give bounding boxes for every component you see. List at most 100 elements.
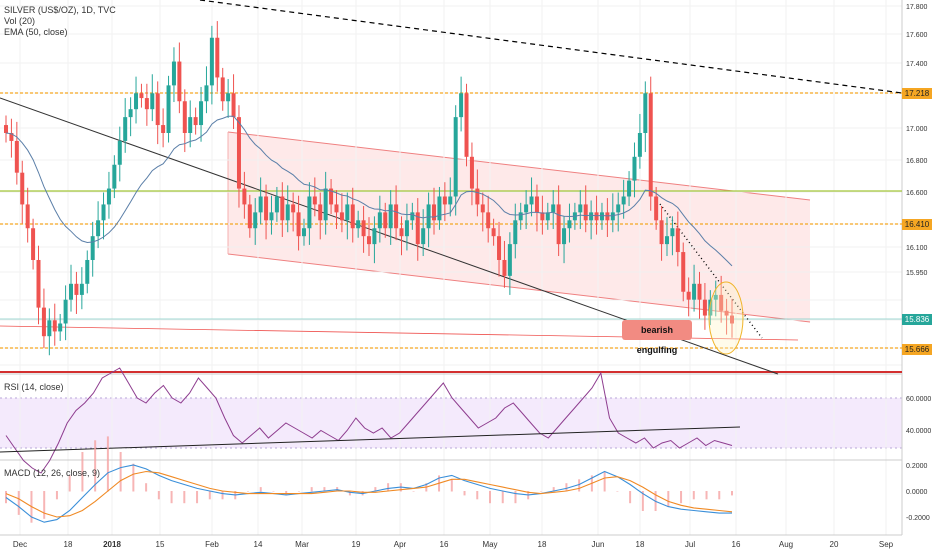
- candle-body-6: [36, 259, 41, 308]
- candle-body-113: [616, 204, 621, 213]
- candle-body-66: [361, 220, 366, 237]
- macd-hist-bar-55: [705, 491, 708, 500]
- bearish-engulfing-callout: bearish engulfing: [622, 320, 692, 355]
- time-tick-label: 18: [636, 540, 645, 549]
- candle-body-5: [31, 228, 36, 260]
- candle-body-101: [551, 204, 556, 213]
- price-label-15836: 15.836: [902, 314, 932, 325]
- candle-body-20: [112, 164, 117, 189]
- time-tick-label: May: [482, 540, 497, 549]
- candle-body-45: [247, 204, 252, 229]
- candle-body-12: [69, 283, 74, 300]
- macd-hist-bar-27: [348, 491, 351, 496]
- candle-body-117: [637, 132, 642, 157]
- macd-hist-bar-56: [718, 491, 721, 500]
- candle-body-10: [58, 323, 63, 332]
- candle-body-48: [264, 196, 269, 221]
- candle-body-85: [464, 93, 469, 157]
- macd-hist-bar-8: [106, 436, 109, 492]
- highlight-ellipse: [708, 281, 744, 355]
- macd-hist-bar-25: [323, 487, 326, 492]
- macd-hist-bar-42: [539, 491, 542, 492]
- candle-body-125: [681, 252, 686, 292]
- candle-body-99: [540, 212, 545, 221]
- candle-body-57: [312, 196, 317, 205]
- rsi-band: [0, 398, 902, 448]
- macd-hist-bar-23: [297, 491, 300, 492]
- macd-hist-bar-53: [680, 491, 683, 504]
- macd-hist-bar-10: [132, 463, 135, 492]
- time-tick-label: 15: [156, 540, 165, 549]
- time-tick-label: Feb: [205, 540, 219, 549]
- price-tick-label: 17.400: [906, 61, 928, 68]
- ema-indicator-label: EMA (50, close): [4, 27, 68, 37]
- candle-body-133: [724, 310, 729, 316]
- channel-bottom-line: [227, 253, 811, 323]
- price-label-17218: 17.218: [902, 88, 932, 99]
- candle-body-87: [475, 188, 480, 205]
- candle-body-14: [79, 283, 84, 295]
- candle-body-119: [648, 93, 653, 197]
- candle-body-76: [415, 212, 420, 245]
- candle-body-134: [730, 315, 734, 324]
- macd-hist-bar-40: [514, 491, 517, 504]
- candle-body-124: [675, 228, 680, 253]
- candle-body-74: [404, 220, 409, 237]
- candle-body-83: [453, 117, 458, 197]
- macd-hist-bar-1: [17, 491, 20, 515]
- candle-body-72: [394, 204, 399, 229]
- candle-body-69: [377, 212, 382, 229]
- candle-body-96: [524, 204, 529, 213]
- macd-hist-bar-44: [565, 483, 568, 492]
- candle-body-80: [437, 196, 442, 221]
- time-tick-label: Dec: [13, 540, 27, 549]
- candle-body-23: [128, 109, 133, 118]
- candle-body-41: [226, 93, 231, 102]
- candle-body-32: [177, 61, 182, 102]
- macd-hist-bar-38: [489, 491, 491, 504]
- time-tick-label: Apr: [394, 540, 407, 549]
- candle-body-65: [356, 220, 361, 229]
- macd-hist-bar-32: [412, 491, 415, 492]
- price-tick-label: 15.950: [906, 270, 928, 277]
- price-tick-label: 16.800: [906, 158, 928, 165]
- candle-body-114: [621, 196, 626, 205]
- macd-hist-bar-39: [501, 491, 504, 504]
- candle-body-130: [708, 299, 713, 316]
- macd-hist-bar-5: [68, 475, 71, 492]
- price-tick-label: 17.800: [906, 4, 928, 11]
- candle-body-2: [14, 140, 19, 173]
- candle-body-75: [410, 212, 415, 221]
- volume-indicator-label: Vol (20): [4, 16, 36, 26]
- price-tick-label: 16.600: [906, 190, 928, 197]
- candle-body-126: [686, 291, 691, 300]
- candle-body-38: [209, 37, 214, 86]
- macd-hist-bar-13: [170, 491, 173, 504]
- time-tick-label: 14: [254, 540, 263, 549]
- macd-hist-bar-37: [476, 491, 479, 500]
- candle-body-90: [491, 228, 496, 237]
- candle-body-79: [432, 204, 437, 221]
- time-tick-label: Jul: [685, 540, 695, 549]
- candle-body-37: [204, 85, 209, 102]
- candle-body-73: [399, 228, 404, 237]
- dotted-projection: [659, 203, 763, 339]
- candle-body-27: [150, 93, 155, 110]
- candle-body-68: [372, 228, 377, 245]
- macd-tick-label: 0.2000: [906, 463, 928, 470]
- candle-body-77: [421, 228, 426, 245]
- candle-body-94: [513, 220, 518, 245]
- macd-hist-bar-29: [374, 487, 377, 492]
- candle-body-71: [388, 204, 393, 229]
- macd-hist-bar-0: [5, 491, 7, 504]
- candle-body-36: [199, 101, 204, 126]
- candle-body-28: [155, 93, 160, 126]
- macd-hist-bar-47: [603, 471, 606, 492]
- candle-body-121: [659, 220, 664, 245]
- channel-top-line: [227, 131, 811, 201]
- macd-hist-bar-35: [450, 479, 453, 492]
- candle-body-11: [63, 299, 68, 324]
- candle-body-31: [171, 61, 176, 86]
- candle-body-8: [47, 320, 52, 337]
